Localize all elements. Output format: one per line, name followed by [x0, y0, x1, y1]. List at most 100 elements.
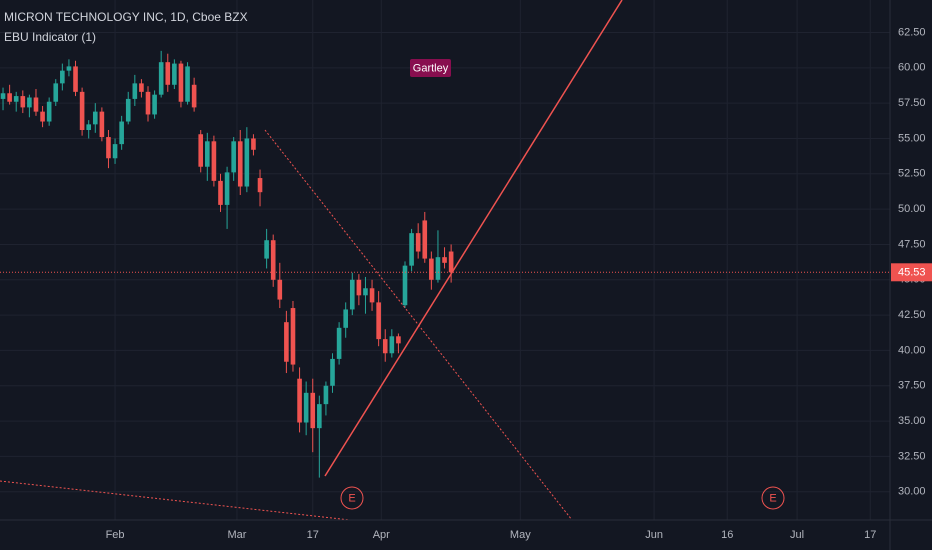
y-tick-label: 62.50: [898, 26, 926, 38]
candle-body: [191, 84, 197, 108]
candle-body: [402, 265, 408, 306]
candle-body: [132, 83, 138, 99]
candle-body: [152, 94, 157, 115]
trend-line-dotted: [264, 129, 573, 521]
candle-body: [330, 358, 335, 386]
y-tick-label: 40.00: [898, 344, 926, 356]
x-tick-label: 17: [307, 529, 319, 541]
candle-body: [112, 144, 118, 159]
candle-body: [317, 404, 322, 429]
last-price-label: 45.53: [898, 267, 926, 279]
candle-body: [409, 233, 414, 266]
candle-body: [237, 141, 243, 187]
candle-body: [429, 258, 434, 280]
candle-body: [86, 124, 92, 130]
candle-body: [13, 96, 19, 102]
candle-body: [284, 322, 289, 362]
candle-body: [442, 257, 447, 263]
candle-body: [205, 141, 210, 167]
candle-body: [349, 279, 355, 310]
candle-body: [297, 378, 302, 423]
x-tick-label: May: [510, 529, 531, 541]
candle-body: [158, 62, 164, 95]
y-tick-label: 32.50: [898, 450, 926, 462]
candle-body: [369, 288, 375, 303]
candle-body: [53, 83, 59, 102]
y-tick-label: 47.50: [898, 238, 926, 250]
x-tick-label: Feb: [106, 529, 125, 541]
candle-body: [310, 392, 316, 429]
candle-body: [119, 121, 124, 145]
candle-body: [40, 111, 45, 122]
candle-body: [7, 93, 12, 102]
event-label: E: [348, 492, 355, 504]
x-tick-label: 16: [721, 529, 733, 541]
candle-body: [125, 98, 131, 122]
candle-body: [33, 97, 39, 112]
x-tick-label: Jun: [645, 529, 663, 541]
candle-body: [415, 233, 421, 252]
candle-body: [92, 111, 98, 125]
event-marker: [761, 486, 785, 510]
candle-body: [46, 101, 52, 122]
y-tick-label: 52.50: [898, 168, 926, 180]
candle-body: [356, 279, 362, 296]
candle-body: [389, 336, 395, 354]
candle-body: [343, 309, 349, 328]
candle-body: [20, 96, 26, 108]
candle-body: [0, 93, 6, 99]
candle-body: [396, 336, 401, 344]
last-price-box: [891, 263, 932, 282]
candle-body: [60, 70, 65, 84]
x-tick-label: 17: [864, 529, 876, 541]
y-tick-label: 42.50: [898, 309, 926, 321]
x-tick-label: Apr: [373, 529, 390, 541]
trend-line-dotted: [0, 480, 351, 521]
candle-body: [323, 385, 329, 405]
candle-body: [448, 251, 454, 273]
candle-body: [270, 240, 276, 280]
candles: [0, 50, 454, 478]
candle-body: [185, 66, 190, 102]
trend-line: [324, 0, 623, 477]
candle-body: [435, 257, 441, 280]
y-tick-label: 57.50: [898, 97, 926, 109]
y-tick-label: 35.00: [898, 415, 926, 427]
indicator-name: EBU Indicator (1): [4, 30, 96, 44]
candle-body: [211, 141, 217, 181]
candle-body: [224, 172, 230, 205]
y-tick-label: 50.00: [898, 203, 926, 215]
candle-body: [99, 111, 105, 138]
annotation: Gartley: [413, 62, 449, 74]
candle-body: [264, 240, 269, 259]
candle-body: [145, 91, 151, 115]
y-tick-label: 60.00: [898, 62, 926, 74]
candle-body: [106, 137, 111, 159]
y-tick-label: 30.00: [898, 486, 926, 498]
candle-body: [218, 180, 223, 205]
candle-body: [303, 392, 309, 423]
candle-body: [165, 62, 171, 85]
y-tick-label: 55.00: [898, 132, 926, 144]
candle-body: [139, 83, 144, 92]
chart-title: MICRON TECHNOLOGY INC, 1D, Cboe BZX: [4, 10, 248, 24]
candle-body: [172, 63, 177, 85]
candle-body: [382, 339, 388, 354]
candle-body: [290, 308, 296, 365]
y-tick-label: 37.50: [898, 380, 926, 392]
candle-body: [376, 302, 381, 340]
candle-body: [231, 141, 236, 173]
x-tick-label: Jul: [790, 529, 804, 541]
annotation-box: [410, 59, 451, 77]
event-marker: [340, 486, 364, 510]
candle-body: [422, 220, 428, 259]
candle-body: [73, 66, 78, 92]
candle-body: [79, 91, 85, 130]
candle-body: [277, 279, 283, 300]
candle-body: [27, 97, 32, 108]
candle-body: [66, 66, 72, 71]
candle-body: [363, 288, 368, 296]
candle-body: [178, 63, 184, 102]
